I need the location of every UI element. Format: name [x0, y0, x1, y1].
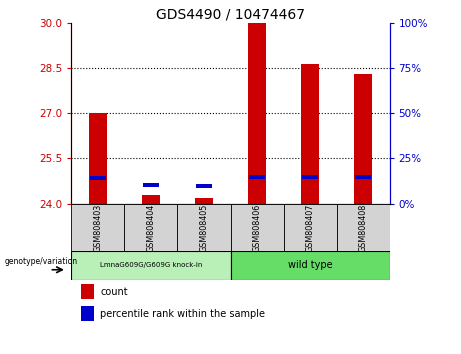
Bar — [142, 194, 160, 204]
Bar — [230, 251, 390, 280]
Text: genotype/variation: genotype/variation — [5, 257, 78, 266]
Text: percentile rank within the sample: percentile rank within the sample — [100, 309, 265, 319]
Text: GSM808407: GSM808407 — [306, 203, 314, 252]
Bar — [301, 64, 319, 204]
Bar — [354, 74, 372, 204]
Text: LmnaG609G/G609G knock-in: LmnaG609G/G609G knock-in — [100, 263, 202, 268]
Bar — [195, 184, 213, 188]
Bar — [337, 204, 390, 251]
Bar — [124, 204, 177, 251]
Bar — [284, 204, 337, 251]
Bar — [89, 113, 107, 204]
Text: wild type: wild type — [288, 261, 332, 270]
Bar — [248, 175, 266, 179]
Title: GDS4490 / 10474467: GDS4490 / 10474467 — [156, 8, 305, 22]
Bar — [89, 176, 106, 180]
Bar — [248, 23, 266, 204]
Bar — [355, 175, 372, 179]
Bar — [230, 204, 284, 251]
Text: GSM808406: GSM808406 — [253, 203, 261, 252]
Text: GSM808404: GSM808404 — [147, 203, 155, 252]
Bar — [81, 306, 94, 321]
Bar — [177, 204, 230, 251]
Text: GSM808403: GSM808403 — [94, 203, 102, 252]
Text: GSM808405: GSM808405 — [200, 203, 208, 252]
Text: GSM808408: GSM808408 — [359, 203, 367, 252]
Text: count: count — [100, 287, 128, 297]
Bar — [71, 251, 230, 280]
Bar — [81, 284, 94, 299]
Bar — [142, 183, 160, 187]
Bar — [195, 198, 213, 204]
Bar — [301, 175, 319, 179]
Bar — [71, 204, 124, 251]
